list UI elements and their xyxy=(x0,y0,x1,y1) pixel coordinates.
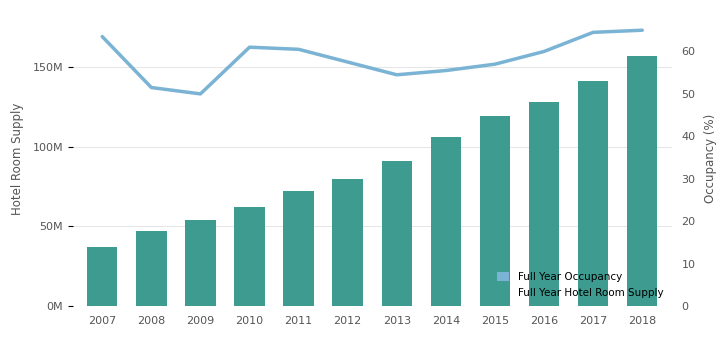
Bar xyxy=(480,116,510,306)
Bar xyxy=(185,220,215,306)
Y-axis label: Occupancy (%): Occupancy (%) xyxy=(704,114,717,203)
Bar xyxy=(627,56,657,306)
Bar xyxy=(234,207,265,306)
Y-axis label: Hotel Room Supply: Hotel Room Supply xyxy=(11,102,24,215)
Bar xyxy=(529,102,559,306)
Legend: Full Year Occupancy, Full Year Hotel Room Supply: Full Year Occupancy, Full Year Hotel Roo… xyxy=(494,269,667,301)
Bar xyxy=(87,247,117,306)
Bar xyxy=(431,137,461,306)
Bar xyxy=(333,179,363,306)
Bar xyxy=(283,191,314,306)
Bar xyxy=(136,231,167,306)
Bar xyxy=(578,81,609,306)
Bar xyxy=(381,161,412,306)
